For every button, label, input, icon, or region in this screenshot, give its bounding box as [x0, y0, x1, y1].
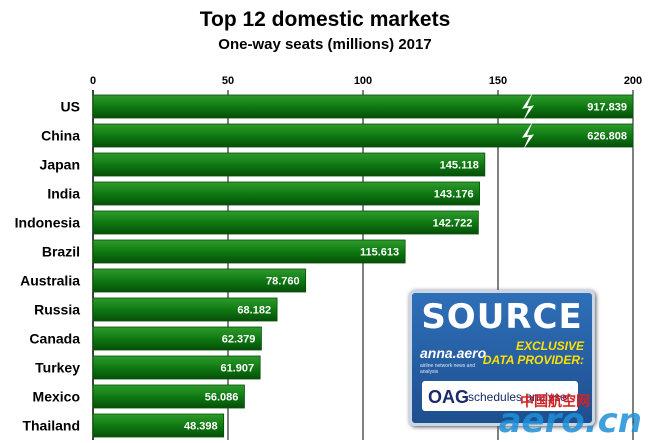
badge-tagline: airline network news and analysis: [420, 363, 476, 375]
value-label: 142.722: [433, 218, 473, 230]
exclusive-line-2: DATA PROVIDER:: [482, 353, 584, 367]
watermark-logo: aero.cn: [498, 401, 642, 441]
bar: [92, 239, 406, 264]
bar: [92, 152, 486, 177]
chart-title: Top 12 domestic markets: [199, 8, 451, 31]
category-label: India: [47, 186, 80, 202]
category-label: Australia: [20, 273, 80, 289]
value-label: 48.398: [184, 421, 218, 433]
oag-logo: OAG: [428, 387, 470, 407]
badge-title: SOURCE: [421, 297, 583, 337]
x-tick-label: 200: [624, 75, 642, 87]
value-label: 115.613: [360, 247, 399, 259]
category-label: Indonesia: [15, 215, 81, 231]
value-label: 61.907: [220, 363, 254, 375]
x-tick-label: 100: [354, 75, 372, 87]
category-label: China: [41, 128, 80, 144]
category-label: Mexico: [33, 389, 80, 405]
exclusive-provider-text: EXCLUSIVE DATA PROVIDER:: [483, 339, 584, 367]
category-label: Turkey: [35, 360, 80, 376]
bar: [92, 123, 634, 148]
bar: [92, 210, 479, 235]
axis-break-mark: [522, 92, 534, 121]
axis-break-mark: [522, 121, 534, 150]
oag-subtitle: schedules analyser: [468, 390, 571, 404]
category-label: US: [61, 99, 80, 115]
value-label: 626.808: [587, 131, 627, 143]
x-tick-label: 50: [222, 75, 234, 87]
bar: [92, 413, 225, 438]
bar: [92, 181, 480, 206]
category-label: Japan: [40, 157, 80, 173]
source-badge: SOURCE anna.aero airline network news an…: [409, 290, 595, 426]
value-label: 78.760: [266, 276, 300, 288]
bar: [92, 355, 261, 380]
bar: [92, 94, 634, 119]
bar: [92, 326, 262, 351]
value-label: 68.182: [237, 305, 271, 317]
value-label: 917.839: [587, 102, 627, 114]
value-label: 62.379: [222, 334, 256, 346]
x-tick-label: 0: [90, 75, 96, 87]
category-label: Thailand: [22, 418, 80, 434]
value-label: 145.118: [440, 160, 479, 172]
category-label: Russia: [34, 302, 80, 318]
exclusive-line-1: EXCLUSIVE: [515, 339, 584, 353]
category-label: Brazil: [42, 244, 80, 260]
bar: [92, 384, 245, 409]
anna-aero-logo: anna.aero: [420, 345, 487, 361]
bar: [92, 268, 307, 293]
x-tick-label: 150: [489, 75, 507, 87]
value-label: 143.176: [434, 189, 474, 201]
bar: [92, 297, 278, 322]
category-label: Canada: [29, 331, 80, 347]
chart-subtitle: One-way seats (millions) 2017: [218, 36, 432, 53]
value-label: 56.086: [205, 392, 239, 404]
oag-logo-box: OAG schedules analyser: [422, 381, 578, 411]
watermark-chinese: 中国航空网: [520, 394, 590, 410]
